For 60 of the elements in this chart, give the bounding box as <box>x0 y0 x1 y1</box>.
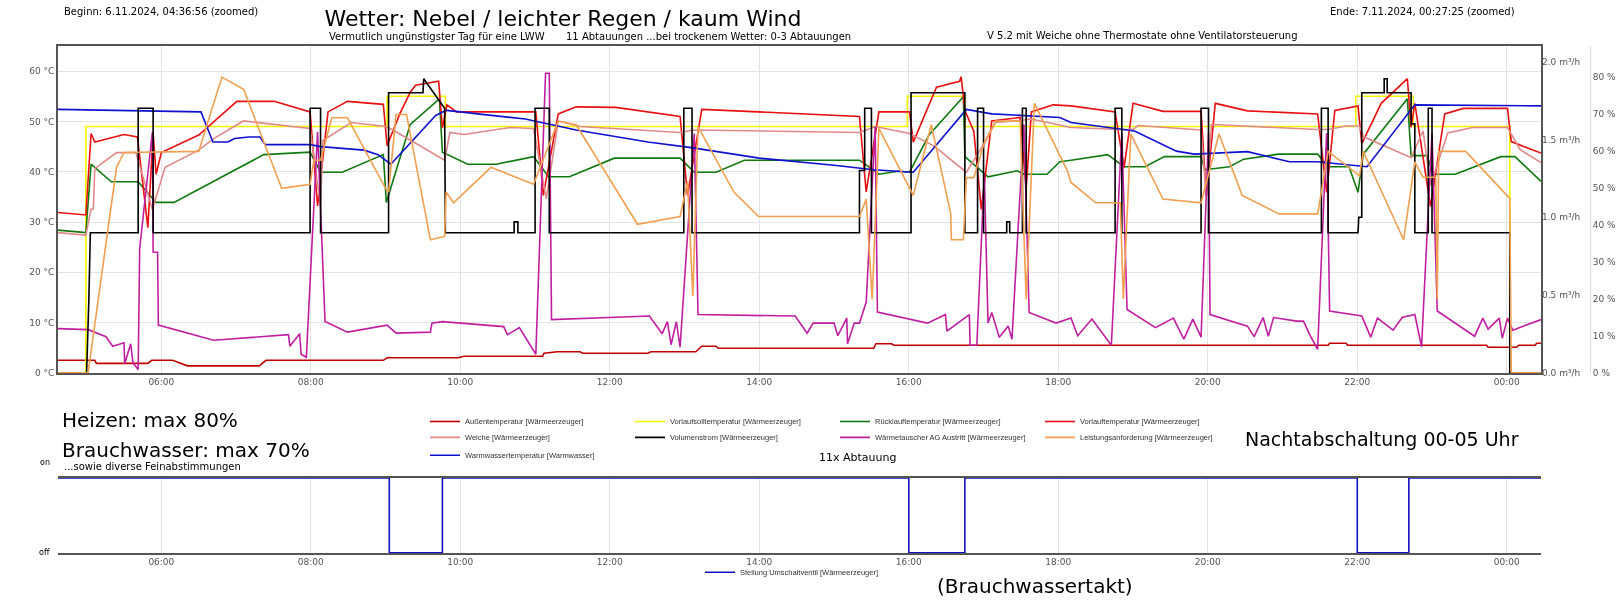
y-tick-label: 60 °C <box>29 66 55 77</box>
text: Brauchwasser: max 70% <box>62 438 310 462</box>
text: 11x Abtauung <box>819 451 897 464</box>
y-tick-label: 0 °C <box>34 368 55 379</box>
text: Ende: 7.11.2024, 00:27:25 (zoomed) <box>1330 6 1515 17</box>
y3-tick-label: 80 % <box>1592 72 1617 83</box>
text: Nachtabschaltung 00-05 Uhr <box>1245 428 1519 450</box>
chart-title: Wetter: Nebel / leichter Regen / kaum Wind <box>324 5 802 31</box>
x-tick-label: 06:00 <box>148 557 175 568</box>
line-series <box>57 104 1541 174</box>
chart-subtitle: Vermutlich ungünstigster Tag für eine LWW <box>329 31 545 42</box>
text: Heizen: max 80% <box>62 408 238 432</box>
line-series <box>57 96 1541 234</box>
y3-tick-label: 50 % <box>1592 183 1617 194</box>
y2-tick-label: 2.0 m³/h <box>1542 56 1581 67</box>
x-tick-label: 14:00 <box>746 557 773 568</box>
x-tick-label: 10:00 <box>447 557 474 568</box>
y2-tick-label: 1.5 m³/h <box>1542 134 1581 145</box>
y3-tick-label: 70 % <box>1592 109 1617 120</box>
x-tick-label: 16:00 <box>895 377 923 388</box>
x-tick-label: 12:00 <box>596 377 624 388</box>
y2-tick-label: 0.0 m³/h <box>1542 368 1581 379</box>
text: ...sowie diverse Feinabstimmungen <box>64 461 241 472</box>
text: V 5.2 mit Weiche ohne Thermostate ohne Ventilatorsteuerung <box>987 30 1298 41</box>
x-tick-label: 08:00 <box>297 377 325 388</box>
text: 11 Abtauungen ...bei trockenem Wetter: 0-3 Abtauungen <box>566 31 852 42</box>
y-tick-label: 50 °C <box>29 116 55 127</box>
x-tick-label: 20:00 <box>1194 377 1222 388</box>
y2-tick-label: 1.0 m³/h <box>1542 212 1581 223</box>
y-tick-label: 10 °C <box>29 317 55 328</box>
line-series <box>57 75 1541 229</box>
y3-tick-label: 20 % <box>1592 294 1617 305</box>
text: on <box>40 458 50 467</box>
x-tick-label: 16:00 <box>895 557 923 568</box>
x-tick-label: 06:00 <box>148 377 175 388</box>
y2-tick-label: 0.5 m³/h <box>1542 290 1581 301</box>
x-tick-label: 18:00 <box>1045 377 1072 388</box>
x-tick-label: 12:00 <box>596 557 624 568</box>
x-tick-label: 08:00 <box>297 557 325 568</box>
text: Beginn: 6.11.2024, 04:36:56 (zoomed) <box>64 6 259 17</box>
y3-tick-label: 0 % <box>1592 368 1611 379</box>
x-tick-label: 00:00 <box>1493 557 1521 568</box>
x-tick-label: 20:00 <box>1194 557 1222 568</box>
x-tick-label: 00:00 <box>1493 377 1521 388</box>
y-tick-label: 30 °C <box>29 217 55 228</box>
x-tick-label: 18:00 <box>1045 557 1072 568</box>
y-tick-label: 20 °C <box>29 267 55 278</box>
x-tick-label: 22:00 <box>1344 557 1371 568</box>
text: (Brauchwassertakt) <box>937 574 1133 598</box>
y3-tick-label: 60 % <box>1592 146 1617 157</box>
y3-tick-label: 40 % <box>1592 220 1617 231</box>
y3-tick-label: 30 % <box>1592 257 1617 268</box>
x-tick-label: 14:00 <box>746 377 773 388</box>
y3-tick-label: 10 % <box>1592 331 1617 342</box>
line-series <box>57 118 1541 236</box>
text: off <box>39 548 50 557</box>
line-series <box>57 342 1541 367</box>
x-tick-label: 22:00 <box>1344 377 1371 388</box>
x-tick-label: 10:00 <box>447 377 474 388</box>
y-tick-label: 40 °C <box>29 166 55 177</box>
